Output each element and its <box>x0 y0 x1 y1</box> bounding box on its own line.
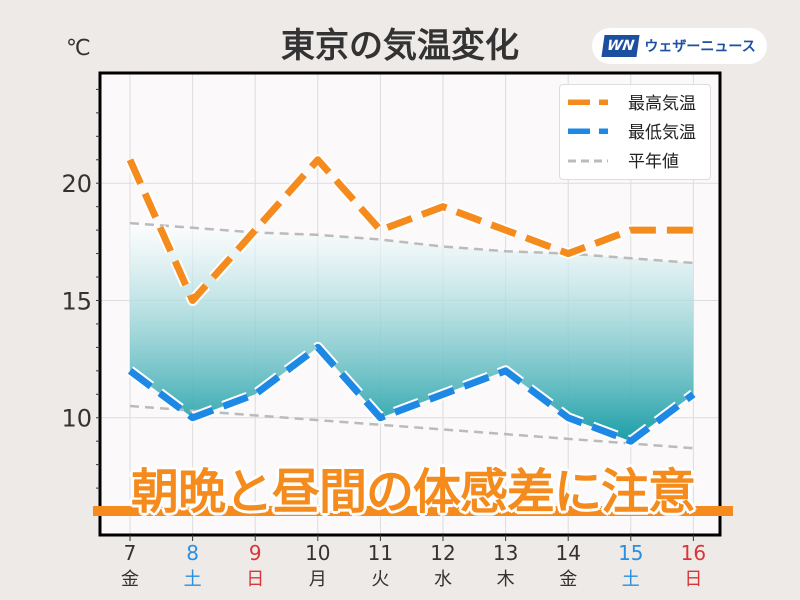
legend-item-normal: 平年値 <box>568 147 679 172</box>
x-weekday-label: 水 <box>434 569 452 590</box>
x-weekday-label: 月 <box>309 569 327 590</box>
x-weekday-label: 火 <box>371 569 389 590</box>
weathernews-logo: WN ウェザーニュース <box>592 28 767 64</box>
temperature-range-fill <box>130 223 694 442</box>
normal-high-line <box>129 221 694 265</box>
x-tick-label: 14 <box>555 541 580 565</box>
legend-item-min: 最低気温 <box>568 118 696 143</box>
y-tick-label: 20 <box>61 170 92 198</box>
x-weekday-label: 木 <box>497 569 515 590</box>
x-weekday-label: 金 <box>121 569 139 590</box>
headline-banner: 朝晩と昼間の体感差に注意 <box>93 452 733 520</box>
x-weekday-label: 土 <box>184 569 202 590</box>
logo-text: ウェザーニュース <box>644 39 756 55</box>
max-temp-line <box>126 156 694 304</box>
legend-item-max: 最高気温 <box>568 89 696 114</box>
banner-text: 朝晩と昼間の体感差に注意 <box>130 464 696 520</box>
x-tick-label: 7 <box>124 541 137 565</box>
x-tick-label: 15 <box>618 541 643 565</box>
x-tick-label: 10 <box>305 541 330 565</box>
normal-low-line <box>129 404 694 450</box>
y-axis-unit: ℃ <box>66 36 91 61</box>
x-tick-label: 9 <box>249 541 262 565</box>
y-tick-label: 15 <box>61 287 92 315</box>
legend-label: 最高気温 <box>628 94 696 114</box>
x-tick-label: 11 <box>368 541 393 565</box>
x-tick-label: 16 <box>681 541 706 565</box>
plot-frame <box>98 71 722 537</box>
y-tick-label: 10 <box>61 405 92 433</box>
legend-label: 平年値 <box>628 152 679 172</box>
x-weekday-label: 土 <box>622 569 640 590</box>
x-tick-label: 8 <box>186 541 199 565</box>
x-tick-label: 13 <box>493 541 518 565</box>
x-tick-label: 12 <box>430 541 455 565</box>
legend-label: 最低気温 <box>628 123 696 143</box>
banner-strip <box>93 506 733 516</box>
logo-mark: WN <box>601 35 640 57</box>
chart-title: 東京の気温変化 <box>281 26 519 66</box>
legend: 最高気温 最低気温 平年値 <box>559 84 711 180</box>
x-weekday-label: 日 <box>684 569 702 590</box>
x-weekday-label: 金 <box>559 569 577 590</box>
x-weekday-label: 日 <box>246 569 264 590</box>
min-temp-line <box>127 343 696 445</box>
